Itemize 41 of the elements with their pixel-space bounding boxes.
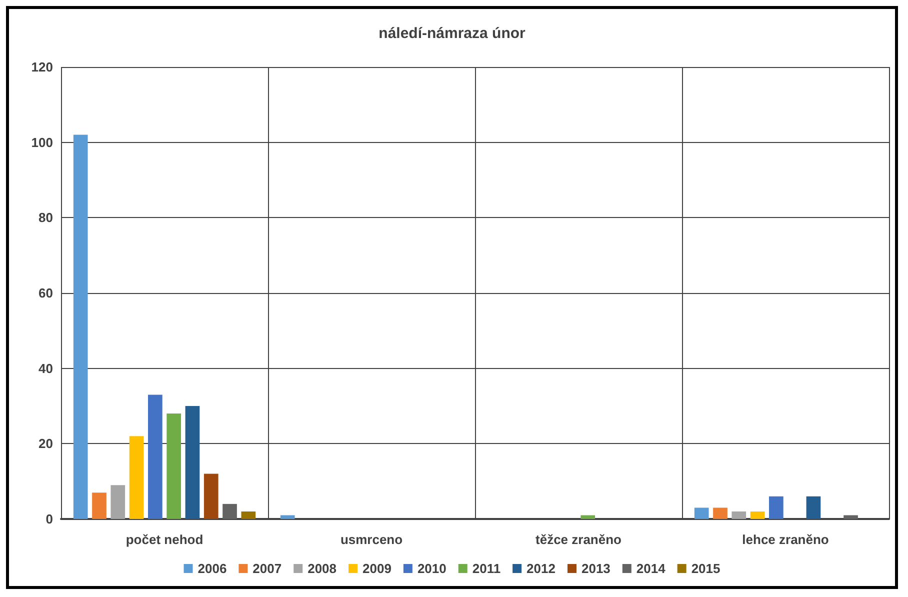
bar <box>732 511 746 519</box>
bar <box>769 496 784 519</box>
legend-label: 2013 <box>581 561 610 576</box>
y-tick-label: 20 <box>38 436 53 452</box>
bar <box>750 511 765 519</box>
legend-label: 2010 <box>417 561 446 576</box>
bar <box>204 474 218 519</box>
bar <box>713 508 728 519</box>
y-tick-label: 80 <box>38 210 53 226</box>
bar <box>110 485 126 519</box>
bar <box>844 515 858 519</box>
bar <box>280 515 295 519</box>
legend-label: 2012 <box>526 561 556 576</box>
legend-label: 2015 <box>691 561 720 576</box>
bar <box>73 134 88 519</box>
legend-label: 2009 <box>362 561 392 576</box>
legend-label: 2014 <box>636 561 666 576</box>
bar <box>580 515 595 519</box>
legend-label: 2011 <box>472 561 501 576</box>
x-tick-label: počet nehod <box>126 532 204 547</box>
bar <box>148 394 162 519</box>
y-tick-label: 120 <box>31 60 53 74</box>
chart-title: náledí-námraza únor <box>378 25 526 42</box>
bar <box>129 436 144 519</box>
legend-label: 2008 <box>308 561 337 576</box>
y-tick-label: 0 <box>46 512 53 526</box>
x-tick-label: těžce zraněno <box>536 532 622 547</box>
legend-label: 2007 <box>252 561 282 576</box>
y-tick-label: 40 <box>38 360 53 376</box>
bar <box>166 414 181 519</box>
bar <box>806 496 821 519</box>
y-tick-label: 100 <box>31 134 53 150</box>
y-tick-label: 60 <box>38 286 53 300</box>
bar <box>222 504 237 519</box>
bar <box>92 492 106 519</box>
x-tick-label: lehce zraněno <box>742 532 829 547</box>
bar <box>694 508 709 519</box>
bar <box>185 406 200 519</box>
bar <box>241 511 256 519</box>
x-tick-label: usmrceno <box>340 532 403 547</box>
legend-label: 2006 <box>198 561 227 576</box>
